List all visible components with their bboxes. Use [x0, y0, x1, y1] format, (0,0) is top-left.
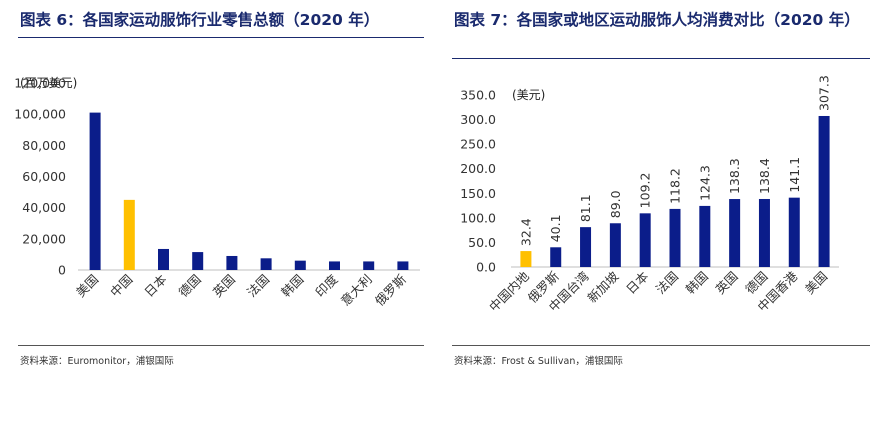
y-tick-label: 20,000 — [22, 231, 66, 246]
data-label: 89.0 — [608, 190, 623, 218]
y-tick-label: 50.0 — [468, 235, 496, 250]
y-tick-label: 100.0 — [460, 210, 496, 225]
data-label: 109.2 — [638, 173, 653, 209]
bar — [550, 247, 562, 267]
bar — [226, 255, 238, 270]
x-tick-label: 法国 — [244, 272, 272, 300]
retail-sales-panel: 图表 6：各国家运动服饰行业零售总额（2020 年） (百万美元) 0 20,000… — [0, 0, 430, 380]
y-tick-label: 60,000 — [22, 169, 66, 184]
bar — [397, 261, 409, 270]
x-tick-label: 韩国 — [683, 269, 711, 297]
per-capita-chart: (美元) 0.0 50.0 100.0 150.0 200.0 250.0 300.0 350.… — [460, 75, 839, 314]
data-label: 138.4 — [757, 158, 772, 194]
x-tick-label: 新加坡 — [584, 268, 621, 305]
x-tick-label: 日本 — [623, 268, 652, 297]
y-tick-label: 350.0 — [460, 88, 496, 103]
y-tick-label: 100,000 — [14, 107, 66, 122]
title-rule — [452, 58, 870, 59]
y-tick-label: 120,000 — [14, 76, 66, 91]
per-capita-panel: 图表 7：各国家或地区运动服饰人均消费对比（2020 年） (美元) 0.0 50.… — [448, 0, 875, 380]
data-label: 124.3 — [697, 165, 712, 201]
y-tick-label: 40,000 — [22, 200, 66, 215]
data-label: 40.1 — [548, 214, 563, 242]
figure-title: 图表 7：各国家或地区运动服饰人均消费对比（2020 年） — [454, 11, 860, 29]
data-label: 138.3 — [727, 158, 742, 194]
bar — [699, 205, 711, 267]
x-tick-label: 美国 — [73, 272, 101, 300]
bar — [158, 248, 169, 270]
data-label: 81.1 — [578, 194, 593, 222]
bar — [818, 115, 830, 267]
x-tick-label: 美国 — [802, 269, 830, 297]
bar — [520, 251, 532, 267]
source-note: 资料来源：Euromonitor，浦银国际 — [20, 356, 174, 367]
data-label: 118.2 — [668, 168, 683, 204]
x-tick-label: 俄罗斯 — [372, 272, 409, 309]
y-tick-label: 150.0 — [460, 186, 496, 201]
x-tick-label: 意大利 — [338, 272, 375, 309]
x-tick-label: 英国 — [210, 272, 238, 300]
y-unit-label: (美元) — [512, 88, 545, 102]
bar — [580, 227, 592, 267]
source-rule — [452, 345, 870, 346]
source-note: 资料来源：Frost & Sullivan，浦银国际 — [454, 356, 623, 367]
x-tick-label: 英国 — [712, 269, 740, 297]
x-tick-label: 印度 — [312, 271, 341, 300]
bar — [260, 258, 272, 270]
bar — [329, 261, 340, 270]
x-tick-label: 法国 — [653, 269, 681, 297]
bar — [89, 112, 101, 270]
bar — [788, 197, 800, 267]
figure-title: 图表 6：各国家运动服饰行业零售总额（2020 年） — [20, 11, 380, 29]
bar — [294, 260, 306, 270]
data-label: 32.4 — [518, 218, 533, 246]
bar — [123, 199, 135, 270]
x-tick-label: 日本 — [141, 271, 170, 300]
bar — [639, 213, 651, 267]
y-tick-label: 80,000 — [22, 138, 66, 153]
title-rule — [18, 37, 424, 38]
source-rule — [18, 345, 424, 346]
data-label: 141.1 — [787, 157, 802, 193]
y-tick-label: 300.0 — [460, 112, 496, 127]
x-tick-label: 德国 — [176, 272, 204, 300]
x-tick-label: 中国 — [107, 272, 135, 300]
data-label: 307.3 — [817, 75, 832, 111]
x-tick-label: 中国内地 — [486, 268, 532, 314]
y-tick-label: 0.0 — [476, 260, 496, 275]
bar — [363, 261, 375, 270]
bar — [609, 223, 621, 267]
bar — [192, 252, 204, 270]
y-tick-label: 250.0 — [460, 137, 496, 152]
x-tick-label: 韩国 — [278, 272, 306, 300]
bar — [729, 199, 741, 267]
y-tick-label: 200.0 — [460, 161, 496, 176]
y-unit-label: (百万美元) — [20, 76, 77, 90]
bar — [758, 198, 770, 267]
bar — [669, 208, 681, 267]
y-tick-label: 0 — [58, 263, 66, 278]
retail-sales-chart: (百万美元) 0 20,000 40,000 60,000 80,000 100,000 12… — [14, 76, 420, 309]
